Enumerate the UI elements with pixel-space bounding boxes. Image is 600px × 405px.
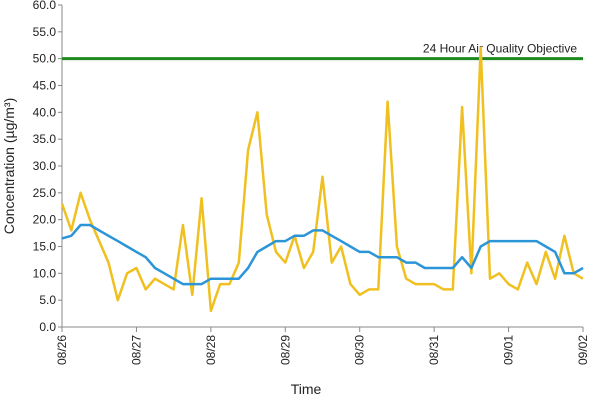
x-tick-label: 09/01	[502, 335, 516, 365]
x-tick-label: 08/31	[427, 335, 441, 365]
y-tick-label: 40.0	[33, 105, 57, 119]
x-tick-label: 08/27	[129, 335, 143, 365]
x-tick-label: 09/02	[576, 335, 590, 365]
y-tick-label: 55.0	[33, 25, 57, 39]
x-tick-label: 08/26	[55, 335, 69, 365]
x-tick-label: 08/29	[278, 335, 292, 365]
y-tick-label: 45.0	[33, 79, 57, 93]
y-tick-label: 20.0	[33, 213, 57, 227]
data-line	[60, 46, 584, 313]
y-tick-label: 15.0	[33, 240, 57, 254]
y-tick-label: 10.0	[33, 266, 57, 280]
data-line	[61, 223, 584, 286]
y-tick-label: 0.0	[39, 320, 56, 334]
y-axis-label: Concentration (µg/m³)	[1, 98, 17, 234]
x-tick-label: 08/28	[204, 335, 218, 365]
y-tick-label: 30.0	[33, 159, 57, 173]
y-tick-label: 25.0	[33, 186, 57, 200]
x-tick-label: 08/30	[353, 335, 367, 365]
y-tick-label: 50.0	[33, 52, 57, 66]
y-tick-label: 35.0	[33, 132, 57, 146]
reference-label: 24 Hour Air Quality Objective	[423, 42, 577, 56]
y-tick-label: 60.0	[33, 0, 57, 12]
y-tick-label: 5.0	[39, 293, 56, 307]
x-axis-label: Time	[291, 381, 322, 397]
